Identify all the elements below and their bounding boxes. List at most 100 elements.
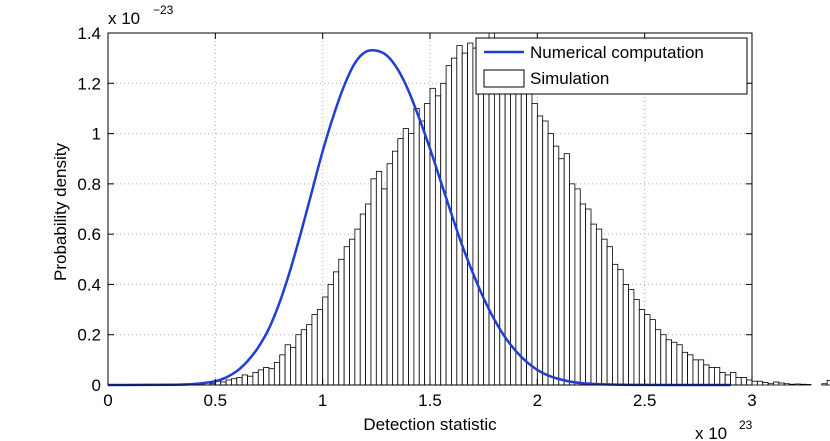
histogram-bar [370,178,377,386]
histogram-bar [445,65,452,386]
histogram-bar [547,133,554,386]
histogram-bar [783,383,790,386]
y-axis-title: Probability density [51,143,70,281]
histogram-bar [402,128,409,386]
histogram-bar [531,103,538,386]
histogram-bar [799,383,807,386]
histogram-bar [392,150,399,386]
histogram-bar [703,364,710,386]
histogram-bar [789,383,796,386]
histogram-bar [231,378,238,386]
y-tick-label: 1 [92,125,101,144]
histogram-bar [359,213,367,386]
histogram-bar [676,344,683,386]
histogram-bar [606,246,613,386]
histogram-bar [257,369,265,386]
histogram-bar [697,359,705,386]
y-tick-label: 0 [92,376,101,395]
histogram-bar [821,383,828,386]
histogram-bar [306,324,313,386]
histogram-bar [467,42,474,386]
histogram-bar [595,228,603,386]
histogram-bar [740,377,748,386]
histogram-bar [756,380,764,386]
histogram-bar [751,380,758,386]
histogram-bar [542,120,549,386]
y-multiplier: x 10 −23 [108,3,174,28]
histogram-bar [649,319,656,386]
histogram-bar [762,382,769,386]
histogram-bar [381,188,388,386]
x-tick-label: 2.5 [633,391,657,410]
y-tick-label: 0.2 [77,326,101,345]
x-tick-label: 3 [747,391,756,410]
axis-ticks [107,32,753,386]
histogram-bar [375,170,383,386]
histogram-bar [536,115,544,386]
histogram-bar [746,379,753,386]
histogram-bar [622,284,629,386]
histogram-bar [585,208,592,386]
histogram-bar [660,334,667,386]
histogram-bar [413,108,420,386]
x-multiplier-base: x 10 [695,424,727,441]
histogram-bar [434,95,442,386]
histogram-bar [655,329,662,386]
histogram-bar [332,271,340,386]
x-multiplier: x 10 23 [695,418,753,441]
histogram-bar [295,334,302,386]
histogram-bar [343,246,350,386]
histogram-bar [386,163,393,386]
legend-label-numerical: Numerical computation [530,43,704,62]
histogram-bar [338,258,345,386]
histogram-bar [284,344,291,386]
histogram-bar [617,268,624,386]
histogram-bar [515,70,522,386]
histogram-bar [628,289,635,386]
histogram-bar [456,45,463,386]
y-multiplier-exponent: −23 [153,3,174,17]
histogram-bar [692,359,699,386]
tick-labels: 0 0.5 1 1.5 2 2.5 3 0 0.2 0.4 0.6 0.8 1 1.2 1.4 [77,24,756,410]
y-multiplier-base: x 10 [108,9,140,28]
histogram-bar [472,47,479,386]
histogram-bar [408,133,415,386]
histogram-bar [671,341,678,386]
histogram-bar [730,372,737,386]
histogram-bar [397,138,404,386]
histogram-bar [252,372,259,386]
histogram-bar [354,228,361,386]
histogram-bar [714,366,721,386]
x-tick-label: 1.5 [418,391,442,410]
histogram-bar [724,374,731,386]
histogram-bar [553,145,560,386]
histogram-bar [418,120,426,386]
histogram-bar [268,368,275,386]
histogram-bar [461,52,468,386]
numerical-computation-line [107,48,731,387]
legend: Numerical computation Simulation [475,37,748,95]
histogram-bar [574,188,581,386]
x-tick-label: 1 [318,391,327,410]
x-tick-label: 0.5 [204,391,228,410]
histogram-bar [526,77,533,386]
y-tick-label: 0.4 [77,275,101,294]
x-tick-label: 2 [533,391,542,410]
histogram-bar [773,381,780,386]
legend-bar-swatch [483,69,525,88]
y-tick-label: 0.6 [77,225,101,244]
histogram-bar [273,361,281,386]
histogram-bar [563,153,570,386]
histogram-bar [316,309,324,386]
histogram-bar [279,354,286,386]
histogram-bar [290,346,297,386]
histogram-bar [558,158,565,386]
histogram-bar [493,52,501,386]
density-line [107,48,731,387]
histogram-bar [327,284,334,386]
histogram-bar [681,351,689,386]
histogram-bar [590,223,597,386]
histogram-bar [735,377,742,386]
histogram-bar [520,82,528,386]
